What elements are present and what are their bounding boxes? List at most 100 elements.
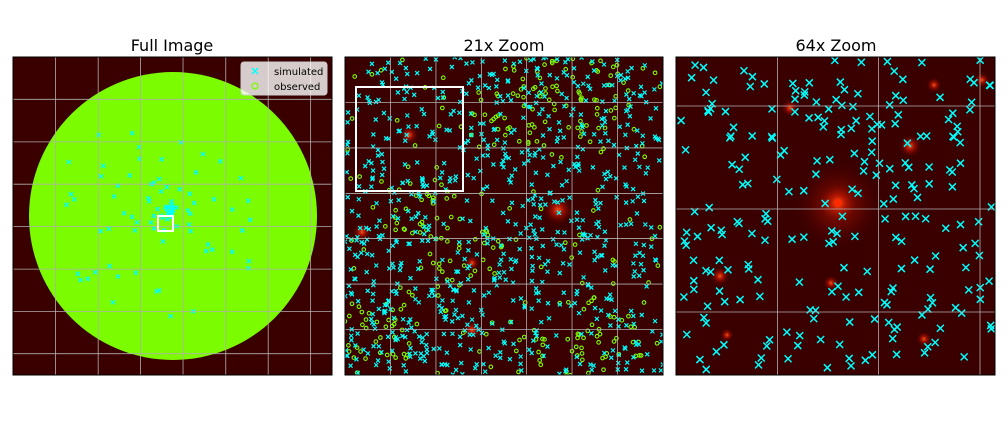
simulated-marker — [602, 268, 608, 273]
simulated-marker — [682, 241, 691, 250]
simulated-marker — [96, 132, 102, 138]
simulated-marker — [100, 163, 106, 169]
simulated-marker — [545, 269, 550, 275]
simulated-marker — [168, 313, 174, 319]
simulated-marker — [391, 265, 396, 270]
observed-marker — [540, 342, 546, 348]
observed-marker — [549, 58, 555, 64]
simulated-marker — [705, 203, 714, 212]
simulated-marker — [539, 81, 544, 86]
simulated-marker — [474, 361, 480, 367]
panel-title-21x-zoom: 21x Zoom — [463, 36, 544, 55]
observed-marker — [626, 313, 631, 319]
panel-21x-zoom: 21x Zoom — [344, 36, 664, 376]
observed-marker — [410, 292, 415, 298]
simulated-marker — [417, 356, 423, 361]
simulated-marker — [528, 57, 534, 63]
simulated-marker — [129, 214, 135, 220]
observed-marker — [517, 337, 522, 343]
observed-marker — [407, 181, 413, 186]
axes-frame-64x-zoom — [675, 56, 996, 376]
simulated-marker — [812, 97, 821, 107]
simulated-marker — [622, 346, 628, 352]
observed-marker — [598, 58, 603, 64]
simulated-marker — [550, 163, 556, 169]
simulated-marker — [490, 162, 496, 167]
star-glow — [974, 72, 990, 88]
simulated-marker — [627, 113, 633, 119]
simulated-marker — [956, 138, 965, 147]
observed-marker — [586, 300, 591, 306]
simulated-marker — [375, 358, 381, 363]
observed-marker — [637, 353, 642, 358]
simulated-marker — [755, 292, 764, 301]
simulated-marker — [637, 250, 643, 256]
observed-marker — [532, 124, 537, 130]
observed-marker — [366, 310, 372, 316]
simulated-marker — [633, 143, 639, 149]
simulated-marker — [748, 72, 757, 81]
simulated-marker — [725, 133, 734, 142]
observed-marker — [363, 317, 369, 322]
simulated-marker — [558, 159, 563, 165]
observed-marker — [402, 227, 407, 232]
simulated-marker — [612, 98, 617, 104]
simulated-marker — [370, 311, 376, 317]
simulated-marker — [821, 199, 830, 208]
simulated-marker — [953, 127, 962, 136]
simulated-marker — [985, 277, 994, 286]
simulated-marker — [391, 315, 397, 321]
observed-marker — [487, 266, 493, 272]
simulated-marker — [509, 173, 515, 179]
simulated-marker — [385, 334, 391, 340]
simulated-marker — [530, 196, 536, 202]
simulated-marker — [598, 200, 603, 206]
simulated-marker — [961, 263, 970, 272]
simulated-marker — [599, 116, 605, 122]
simulated-marker — [610, 347, 616, 353]
simulated-marker — [824, 239, 833, 248]
simulated-marker — [561, 134, 567, 140]
simulated-marker — [381, 166, 387, 172]
simulated-marker — [438, 309, 444, 315]
observed-marker — [594, 105, 600, 111]
simulated-marker — [761, 214, 770, 223]
simulated-marker — [632, 269, 638, 274]
simulated-marker — [359, 239, 365, 245]
simulated-marker — [761, 236, 770, 245]
simulated-marker — [540, 243, 546, 249]
simulated-marker — [632, 253, 638, 259]
observed-marker — [495, 238, 501, 244]
observed-marker — [352, 74, 358, 79]
simulated-marker — [166, 210, 171, 216]
simulated-marker — [356, 93, 362, 99]
simulated-marker — [247, 217, 253, 223]
observed-marker — [479, 229, 485, 235]
simulated-marker — [659, 80, 663, 86]
observed-marker — [494, 91, 500, 97]
simulated-marker — [931, 338, 940, 347]
simulated-marker — [397, 60, 403, 66]
observed-marker — [382, 223, 388, 229]
simulated-marker — [791, 86, 800, 95]
simulated-marker — [518, 231, 524, 236]
observed-marker — [384, 352, 390, 358]
simulated-marker — [541, 353, 546, 359]
simulated-marker — [601, 350, 607, 356]
simulated-marker — [691, 61, 700, 70]
simulated-marker — [885, 164, 894, 173]
simulated-marker — [560, 260, 566, 266]
panel-full-image: Full Image simulated observed — [12, 36, 333, 376]
observed-marker — [594, 112, 600, 117]
simulated-marker — [894, 110, 903, 119]
simulated-marker — [545, 344, 550, 350]
simulated-marker — [632, 157, 638, 163]
observed-marker — [434, 215, 440, 221]
simulated-marker — [542, 202, 548, 207]
simulated-marker — [566, 262, 572, 267]
simulated-marker — [459, 371, 465, 375]
simulated-marker — [608, 355, 614, 361]
simulated-marker — [380, 232, 385, 238]
observed-marker — [349, 301, 355, 307]
simulated-marker — [605, 169, 611, 175]
